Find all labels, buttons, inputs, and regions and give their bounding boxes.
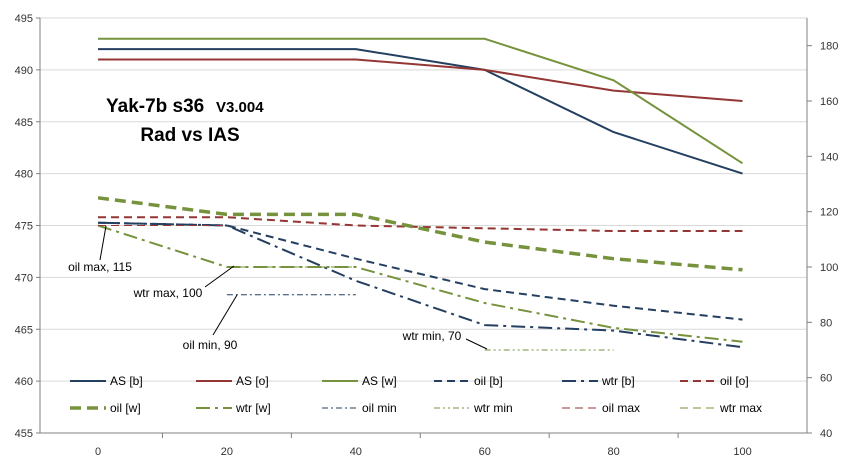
y-tick-label: 490 [15,65,33,77]
series-line-wtr-b [97,221,743,349]
legend-label: wtr max [719,401,762,415]
annotation-label: oil max, 115 [68,260,132,274]
chart-title-block: Yak-7b s36 V3.004 Rad vs IAS [106,96,264,146]
x-tick-label: 60 [479,446,491,458]
y2-tick-label: 120 [820,207,838,219]
legend-label: oil max [602,401,640,415]
series-line-wtr-w [97,224,743,343]
legend-label: AS [o] [236,374,269,388]
x-tick-label: 100 [733,446,751,458]
y-tick-label: 470 [15,272,33,284]
y-tick-label: 465 [15,324,33,336]
legend: AS [b] AS [o] AS [w] oil [b] wtr [b] oil [o] o… [70,374,762,415]
y-tick-label: 460 [15,376,33,388]
y-tick-label: 495 [15,13,33,25]
legend-label: oil [w] [110,401,141,415]
y2-tick-label: 40 [820,428,832,440]
annotation-leader [212,294,238,336]
y2-tick-label: 60 [820,373,832,385]
legend-label: oil [o] [720,374,749,388]
legend-label: AS [b] [110,374,143,388]
y-tick-label: 475 [15,221,33,233]
legend-label: AS [w] [362,374,397,388]
y-tick-label: 485 [15,117,33,129]
y2-tick-label: 100 [820,262,838,274]
series-line-as-o [98,58,743,102]
y-tick-label: 455 [15,428,33,440]
legend-label: wtr min [473,401,513,415]
annotation-leader [465,338,488,350]
series-lines [97,37,744,351]
legend-label: wtr [b] [601,374,635,388]
annotation-leader [204,265,235,288]
annotation-label: oil min, 90 [183,338,238,352]
y-tick-label: 480 [15,169,33,181]
chart-title-version: V3.004 [216,99,264,116]
x-tick-label: 40 [350,446,362,458]
series-line-oil-o [98,216,743,232]
y2-tick-label: 180 [820,41,838,53]
x-tick-label: 0 [95,446,101,458]
y2-tick-label: 80 [820,317,832,329]
chart-title: Yak-7b s36 [106,96,204,117]
legend-label: oil [b] [474,374,503,388]
annotation-label: wtr min, 70 [402,329,462,343]
chart-subtitle: Rad vs IAS [140,125,239,146]
series-line-oil-w [97,196,743,272]
y2-tick-label: 140 [820,151,838,163]
series-line-as-b [98,48,743,175]
annotation-leader [99,225,107,261]
legend-label: wtr [w] [235,401,271,415]
legend-label: oil min [362,401,397,415]
series-line-as-w [98,37,744,165]
axes: 455 460 465 470 475 480 485 490 495 40 60 80 100 120 1… [15,13,839,458]
annotation-label: wtr max, 100 [133,286,203,300]
x-tick-label: 20 [221,446,233,458]
x-tick-label: 80 [608,446,620,458]
y2-tick-label: 160 [820,96,838,108]
